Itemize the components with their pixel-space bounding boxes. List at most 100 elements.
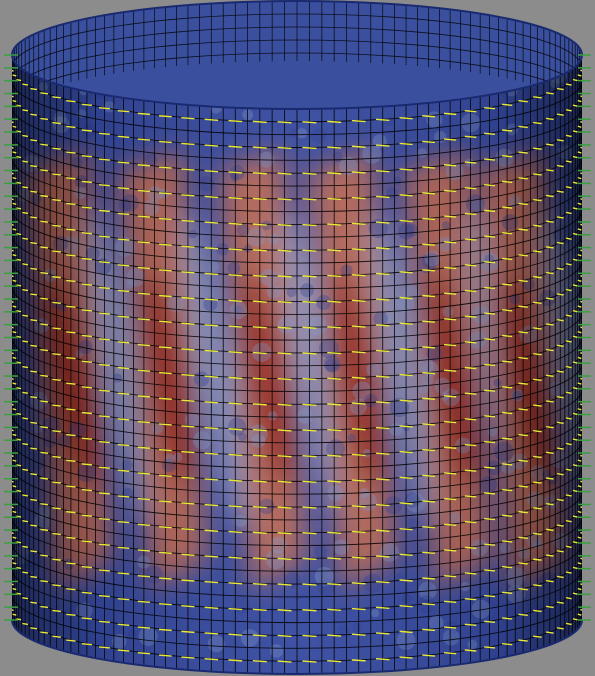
glyph [444,266,457,270]
glyph [181,656,195,659]
glyph [137,523,150,526]
bottom-rim [11,619,583,675]
glyph [12,403,14,406]
glyph [580,608,582,612]
glyph [351,222,366,225]
glyph [137,395,150,398]
glyph [484,466,496,469]
glyph [204,221,219,224]
glyph [12,531,14,535]
glyph [16,515,22,518]
mesh-ring [12,337,582,392]
glyph [351,582,366,585]
glyph [252,428,267,432]
glyph [577,536,582,539]
glyph [422,192,435,195]
glyph [22,519,29,523]
glyph [422,346,435,349]
glyph [252,557,267,560]
glyph [572,181,578,184]
glyph [422,217,435,221]
glyph [81,257,92,261]
glyph [52,96,61,99]
glyph [159,628,172,632]
glyph [66,459,76,462]
glyph [16,258,22,261]
glyph [444,549,457,552]
glyph [464,109,477,113]
glyph [302,557,317,561]
glyph [40,194,49,198]
glyph [302,532,317,535]
glyph [577,613,582,616]
glyph [502,565,513,569]
glyph [375,349,390,353]
glyph [81,463,92,466]
glyph [137,343,150,347]
glyph [577,74,582,77]
glyph [181,168,195,171]
glyph [22,314,29,317]
glyph [40,605,49,609]
glyph [399,245,413,248]
glyph [302,198,317,201]
glyph [40,631,49,634]
glyph [81,309,92,312]
glyph [444,292,457,295]
glyph [22,494,29,497]
glyph [277,223,292,227]
glyph [159,140,172,144]
glyph [533,301,542,305]
glyph [66,331,76,334]
glyph [81,283,92,286]
glyph [577,587,582,591]
glyph [518,331,528,334]
glyph [502,206,513,209]
glyph [66,279,76,283]
glyph [422,423,435,426]
glyph [556,139,564,142]
glyph [327,660,342,663]
glyph [159,602,172,606]
glyph [302,454,317,458]
glyph [533,275,542,279]
glyph [375,503,390,507]
glyph [12,557,14,560]
glyph [117,366,130,370]
glyph [399,142,413,146]
glyph [580,95,582,98]
glyph [580,454,582,458]
glyph [351,505,366,508]
glyph [159,397,172,400]
glyph [16,464,22,467]
glyph [30,601,38,604]
glyph [502,642,513,646]
glyph [137,420,150,424]
glyph [518,177,528,180]
glyph [98,466,110,469]
glyph [545,605,554,609]
glyph [16,361,22,364]
inner-ring [12,13,582,69]
glyph [572,104,578,107]
glyph [159,192,172,195]
glyph [252,582,267,586]
glyph [422,320,435,323]
glyph [580,146,582,149]
glyph [464,315,477,318]
glyph [137,112,150,116]
glyph [302,377,317,381]
glyph [572,541,578,544]
glyph [277,429,292,432]
glyph [351,428,366,431]
glyph [545,246,554,249]
glyph [444,626,457,629]
glyph [484,492,496,495]
glyph [577,331,582,334]
glyph [52,121,61,125]
glyph [533,532,542,536]
glyph [81,642,92,646]
glyph [518,459,528,462]
